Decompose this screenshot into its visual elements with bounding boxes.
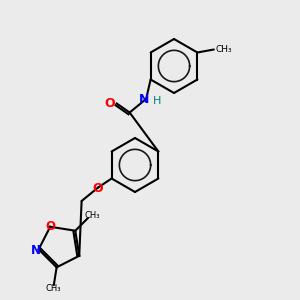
Text: N: N [139, 92, 149, 106]
Text: O: O [92, 182, 103, 195]
Text: CH₃: CH₃ [215, 45, 232, 54]
Text: CH₃: CH₃ [45, 284, 61, 292]
Text: O: O [45, 220, 55, 233]
Text: O: O [104, 97, 115, 110]
Text: N: N [31, 244, 41, 257]
Text: CH₃: CH₃ [84, 212, 100, 220]
Text: H: H [152, 95, 161, 106]
